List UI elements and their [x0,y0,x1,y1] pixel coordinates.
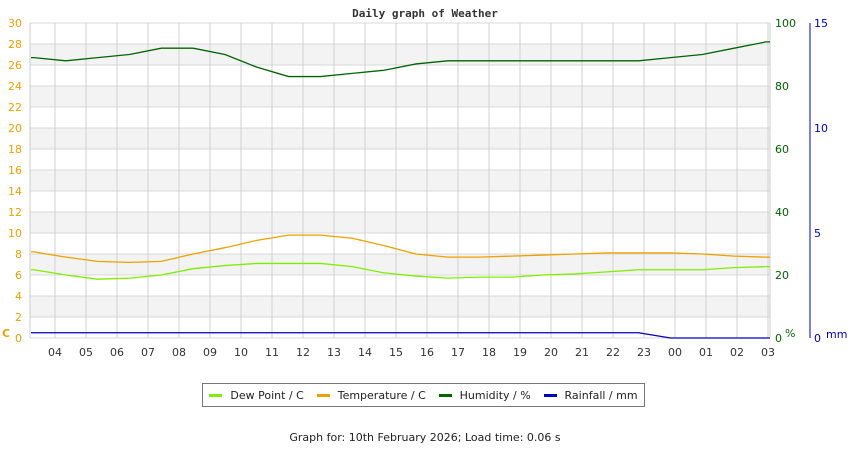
x-tick-label: 01 [699,346,713,359]
x-tick-label: 13 [327,346,341,359]
y-right-unit: % [785,327,795,340]
legend-swatch [438,393,452,397]
series-line [31,234,770,264]
x-tick-label: 03 [761,346,775,359]
x-tick-label: 04 [48,346,62,359]
y-rain-tick: 5 [814,227,821,240]
legend-label: Temperature / C [337,388,426,402]
y-right-tick: 80 [775,80,789,93]
x-tick-label: 08 [172,346,186,359]
legend-item: Temperature / C [316,388,426,402]
y-left-tick: 18 [8,143,22,156]
y-left-unit: C [2,327,10,340]
footer-status: Graph for: 10th February 2026; Load time… [289,431,561,444]
y-left-tick: 10 [8,227,22,240]
y-right-tick: 0 [775,332,782,345]
legend-label: Dew Point / C [230,388,304,402]
x-tick-label: 20 [544,346,558,359]
x-tick-label: 23 [637,346,651,359]
y-left-tick: 20 [8,122,22,135]
y-right-tick: 60 [775,143,789,156]
y-rain-tick: 15 [814,17,828,30]
y-left-tick: 22 [8,101,22,114]
legend-swatch [316,393,330,397]
x-tick-label: 07 [141,346,155,359]
x-tick-label: 18 [482,346,496,359]
legend-label: Rainfall / mm [564,388,638,402]
chart-title: Daily graph of Weather [352,7,498,20]
legend-swatch [209,393,223,397]
x-tick-label: 12 [296,346,310,359]
y-left-tick: 28 [8,38,22,51]
legend: Dew Point / C Temperature / C Humidity / %… [202,383,645,407]
x-tick-label: 11 [265,346,279,359]
y-left-tick: 2 [15,311,22,324]
series-line [31,262,770,280]
y-left-tick: 4 [15,290,22,303]
legend-swatch [543,393,557,397]
x-tick-label: 21 [575,346,589,359]
x-tick-label: 22 [606,346,620,359]
series-line [31,41,770,78]
y-left-tick: 24 [8,80,22,93]
x-tick-label: 15 [389,346,403,359]
y-left-tick: 0 [15,332,22,345]
x-tick-label: 02 [730,346,744,359]
x-tick-label: 10 [234,346,248,359]
series-line [31,332,770,339]
y-left-tick: 12 [8,206,22,219]
y-rain-unit: mm [826,328,847,341]
y-left-tick: 30 [8,17,22,30]
y-rain-tick: 10 [814,122,828,135]
y-right-tick: 40 [775,206,789,219]
legend-label: Humidity / % [459,388,531,402]
x-tick-label: 19 [513,346,527,359]
x-tick-label: 17 [451,346,465,359]
x-tick-label: 09 [203,346,217,359]
x-tick-label: 16 [420,346,434,359]
legend-item: Humidity / % [438,388,531,402]
y-left-tick: 14 [8,185,22,198]
y-right-tick: 100 [775,17,796,30]
x-tick-label: 14 [358,346,372,359]
x-tick-label: 06 [110,346,124,359]
y-left-tick: 26 [8,59,22,72]
y-right-tick: 20 [775,269,789,282]
x-tick-label: 05 [79,346,93,359]
y-left-tick: 8 [15,248,22,261]
y-rain-tick: 0 [814,332,821,345]
y-left-tick: 16 [8,164,22,177]
x-tick-label: 00 [668,346,682,359]
legend-item: Rainfall / mm [543,388,638,402]
legend-item: Dew Point / C [209,388,304,402]
y-left-tick: 6 [15,269,22,282]
